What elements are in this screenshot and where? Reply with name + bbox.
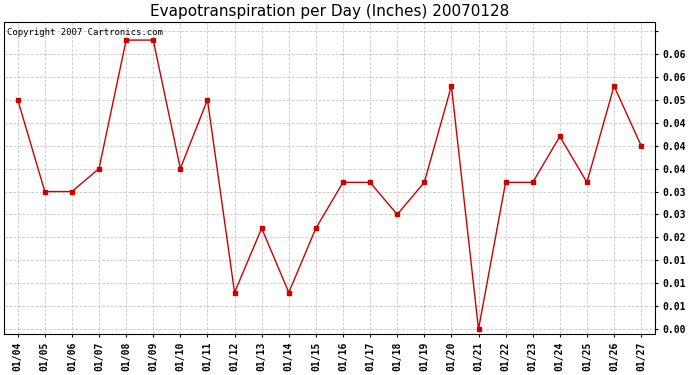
Title: Evapotranspiration per Day (Inches) 20070128: Evapotranspiration per Day (Inches) 2007… xyxy=(150,4,509,19)
Text: Copyright 2007 Cartronics.com: Copyright 2007 Cartronics.com xyxy=(8,28,164,37)
